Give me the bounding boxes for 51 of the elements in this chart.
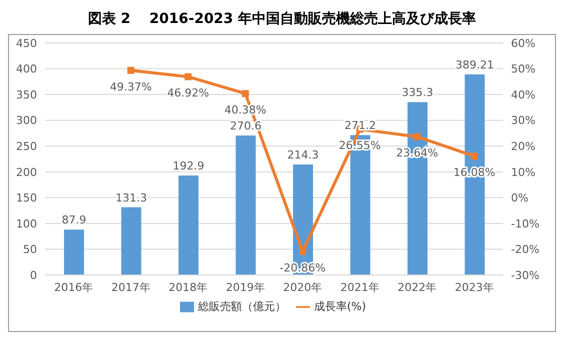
x-tick-label: 2020年 — [283, 280, 322, 294]
data-label: 16.08% — [453, 166, 496, 180]
point — [299, 248, 306, 255]
x-tick-label: 2017年 — [111, 280, 150, 294]
data-label: 192.9 — [172, 160, 204, 173]
y-tick-label: 400 — [16, 62, 37, 76]
x-tick-label: 2022年 — [398, 280, 437, 294]
y-tick-label: 50 — [23, 243, 37, 256]
y-tick-label: 450 — [16, 36, 37, 50]
data-label: 49.37% — [110, 80, 152, 94]
point — [470, 152, 478, 160]
y-tick-label: 150 — [16, 192, 37, 205]
y2-tick-label: 0% — [511, 192, 528, 205]
data-label: 46.92% — [167, 86, 210, 100]
point — [184, 73, 192, 80]
y2-tick-label: -30% — [511, 268, 540, 282]
y2-tick-label: -20% — [511, 243, 540, 256]
y2-tick-label: 40% — [511, 88, 536, 102]
bar — [178, 176, 198, 275]
bar — [236, 135, 256, 275]
x-tick-label: 2018年 — [168, 280, 208, 294]
bar — [121, 207, 142, 275]
y2-tick-label: 50% — [511, 62, 536, 76]
y2-tick-label: 60% — [511, 36, 536, 50]
x-tick-label: 2016年 — [54, 280, 94, 294]
data-label: 131.3 — [116, 191, 147, 204]
y2-tick-label: 30% — [511, 114, 536, 128]
point — [127, 66, 134, 74]
chart-title: 図表 2 2016-2023 年中国自動販売機総売上高及び成長率 — [86, 10, 478, 29]
legend-label: 総販売額（億元） — [198, 300, 286, 313]
data-label: 389.21 — [456, 58, 494, 72]
x-tick-label: 2021年 — [340, 280, 380, 294]
point — [242, 90, 249, 98]
y-tick-label: 0 — [30, 268, 37, 282]
y-tick-label: 100 — [16, 217, 37, 230]
y2-tick-label: 20% — [511, 140, 536, 154]
y-tick-label: 200 — [16, 166, 37, 179]
data-label: 335.3 — [402, 86, 434, 100]
data-label: 271.2 — [344, 119, 376, 132]
data-label: 87.9 — [62, 214, 86, 227]
bar — [64, 230, 84, 275]
x-tick-label: 2019年 — [226, 280, 265, 294]
y-tick-label: 250 — [16, 140, 37, 154]
x-tick-label: 2023年 — [454, 280, 494, 294]
y2-tick-label: -10% — [511, 217, 540, 230]
y-tick-label: 350 — [16, 88, 37, 102]
legend-label: 成長率(%) — [314, 300, 366, 313]
point — [414, 133, 421, 140]
data-label: 214.3 — [287, 148, 319, 162]
y-tick-label: 300 — [16, 114, 37, 128]
y2-tick-label: 10% — [511, 166, 536, 179]
